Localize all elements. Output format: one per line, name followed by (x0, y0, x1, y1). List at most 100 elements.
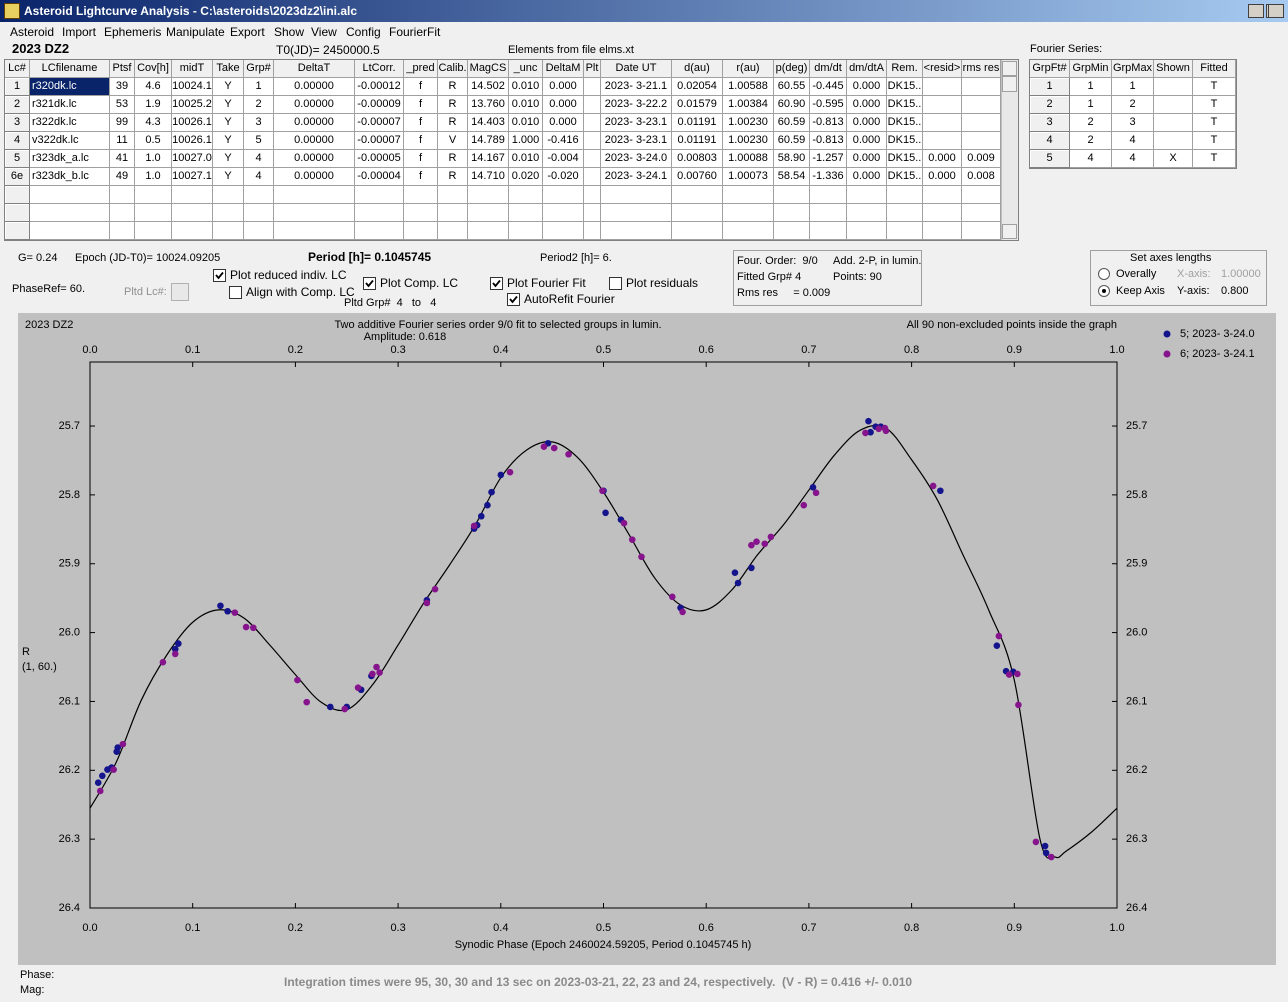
table-cell[interactable] (1154, 96, 1193, 114)
row-header[interactable]: 5 (1030, 150, 1070, 168)
checkbox-label[interactable]: Plot Comp. LC (380, 276, 459, 290)
data-point (231, 609, 239, 616)
fit-order: Four. Order: 9/0 (737, 255, 818, 267)
table-cell (962, 78, 1001, 96)
row-header[interactable] (5, 186, 30, 204)
period2: Period2 [h]= 6. (540, 252, 612, 264)
row-header[interactable]: 2 (5, 96, 30, 114)
x-tick-label: 0.1 (185, 922, 200, 934)
checkbox-label[interactable]: AutoRefit Fourier (524, 292, 615, 306)
data-point (669, 593, 676, 601)
checkbox-label[interactable]: Plot residuals (626, 276, 699, 290)
scroll-down[interactable] (1002, 224, 1017, 239)
table-cell: DK15.. (887, 114, 923, 132)
table-cell: 2023- 3-22.2 (601, 96, 672, 114)
radio-label[interactable]: Overally (1116, 268, 1157, 280)
table-header: Calib. (438, 60, 468, 78)
table-header: Take (213, 60, 244, 78)
row-header[interactable]: 3 (1030, 114, 1070, 132)
table-cell: 60.90 (774, 96, 810, 114)
checkbox[interactable] (363, 277, 376, 290)
row-header[interactable] (5, 222, 30, 240)
data-point (119, 740, 127, 748)
data-point (470, 522, 478, 530)
menu-item[interactable]: FourierFit (389, 25, 441, 39)
checkbox[interactable] (213, 269, 226, 282)
row-header[interactable]: 1 (1030, 78, 1070, 96)
data-point (488, 488, 495, 496)
x-tick-label: 0.5 (596, 922, 611, 934)
menu-item[interactable]: Asteroid (10, 25, 55, 39)
table-cell: 14.167 (468, 150, 509, 168)
radio[interactable] (1098, 268, 1110, 280)
scroll-thumb[interactable] (1002, 76, 1017, 92)
x-axis-value[interactable]: 1.00000 (1221, 268, 1261, 280)
radio[interactable] (1098, 285, 1110, 297)
x-tick-label: 0.3 (390, 922, 405, 934)
row-header[interactable]: 4 (1030, 132, 1070, 150)
table-header: Plt (584, 60, 601, 78)
scrollbar[interactable] (1001, 60, 1018, 240)
menu-item[interactable]: Import (62, 25, 97, 39)
table-cell: 1.00230 (723, 132, 774, 150)
close-button[interactable] (1268, 4, 1284, 18)
table-cell (774, 222, 810, 240)
table-cell (172, 186, 213, 204)
x-axis-label: Synodic Phase (Epoch 2460024.59205, Peri… (455, 939, 752, 951)
check-mark (492, 279, 501, 288)
row-header[interactable] (5, 204, 30, 222)
data-point (217, 602, 224, 610)
menu-item[interactable]: Manipulate (166, 25, 225, 39)
menu-item[interactable]: Show (274, 25, 305, 39)
y-tick-label: 26.4 (59, 902, 80, 914)
row-header[interactable]: 2 (1030, 96, 1070, 114)
table-cell: R (438, 114, 468, 132)
table-cell[interactable] (1154, 114, 1193, 132)
menu-item[interactable]: View (311, 25, 337, 39)
menu-item[interactable]: Export (230, 25, 265, 39)
data-point (753, 538, 760, 546)
table-cell: 11 (110, 132, 135, 150)
table-cell: 0.008 (962, 168, 1001, 186)
data-point (96, 787, 104, 795)
checkbox[interactable] (609, 277, 622, 290)
y-axis-value[interactable]: 0.800 (1221, 285, 1249, 297)
checkbox-label[interactable]: Plot Fourier Fit (507, 276, 586, 290)
table-cell[interactable]: X (1154, 150, 1193, 168)
data-point (354, 684, 362, 691)
checkbox[interactable] (507, 293, 520, 306)
checkbox[interactable] (229, 286, 242, 299)
data-point (224, 607, 231, 615)
object-name: 2023 DZ2 (12, 41, 70, 56)
table-cell[interactable] (1154, 78, 1193, 96)
row-header[interactable]: 6e (5, 168, 30, 186)
radio-label[interactable]: Keep Axis (1116, 285, 1165, 297)
x-tick-label: 0.0 (82, 922, 97, 934)
table-cell: 1.000 (509, 132, 543, 150)
row-header[interactable]: 5 (5, 150, 30, 168)
epoch: Epoch (JD-T0)= 10024.09205 (75, 252, 221, 264)
row-header[interactable]: 3 (5, 114, 30, 132)
fourier-frame (1029, 59, 1237, 169)
data-point (550, 444, 558, 452)
checkbox[interactable] (490, 277, 503, 290)
row-header[interactable]: 4 (5, 132, 30, 150)
table-cell: f (404, 96, 438, 114)
checkbox-label[interactable]: Align with Comp. LC (246, 285, 355, 299)
row-header[interactable]: 1 (5, 78, 30, 96)
data-point (628, 536, 636, 543)
menu-item[interactable]: Ephemeris (104, 25, 162, 39)
minimize-button[interactable] (1248, 4, 1264, 18)
table-cell: 60.59 (774, 132, 810, 150)
checkbox-label[interactable]: Plot reduced indiv. LC (230, 268, 347, 282)
table-cell (584, 132, 601, 150)
y-tick-label-right: 26.3 (1126, 833, 1147, 845)
y-tick-label: 26.1 (59, 695, 80, 707)
spinner[interactable] (171, 283, 189, 301)
menu-item[interactable]: Config (346, 25, 381, 39)
data-point (929, 482, 937, 490)
scroll-up[interactable] (1002, 61, 1017, 76)
table-cell: 1 (1070, 96, 1112, 114)
table-header: LtCorr. (355, 60, 404, 78)
table-cell[interactable] (1154, 132, 1193, 150)
